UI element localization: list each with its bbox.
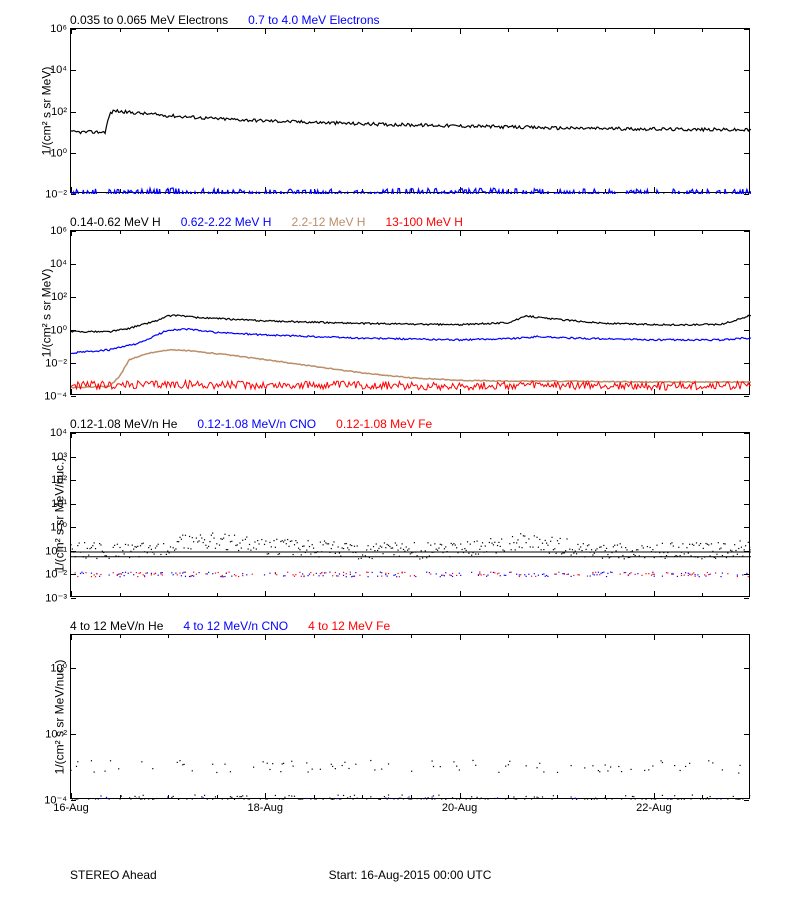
y-tick-label: 10⁰ xyxy=(50,324,71,337)
panel-1-plot xyxy=(71,231,751,396)
legend-item: 4 to 12 MeV/n He xyxy=(70,619,163,633)
y-axis-label: 1/(cm² s sr MeV/nuc.) xyxy=(52,659,66,774)
series-elec-low xyxy=(71,110,751,134)
y-tick-label: 10⁰ xyxy=(50,146,71,159)
legend-item: 4 to 12 MeV/n CNO xyxy=(183,619,288,633)
x-tick-label: 18-Aug xyxy=(248,798,283,814)
panel-2: 10⁻³10⁻²10⁻¹10⁰10¹10²10³10⁴ xyxy=(70,432,750,597)
footer-center: Start: 16-Aug-2015 00:00 UTC xyxy=(329,868,492,882)
panel-0: 10⁻²10⁰10²10⁴10⁶ xyxy=(70,28,750,193)
x-tick-label: 20-Aug xyxy=(442,798,477,814)
y-tick-label: 10² xyxy=(51,106,71,118)
panel-0-plot xyxy=(71,29,751,194)
legend-item: 0.035 to 0.065 MeV Electrons xyxy=(70,13,228,27)
y-axis-label: 1/(cm² s sr MeV) xyxy=(39,66,53,155)
y-tick-label: 10⁶ xyxy=(50,23,71,35)
footer: STEREO Ahead Start: 16-Aug-2015 00:00 UT… xyxy=(70,868,750,882)
y-tick-label: 10⁴ xyxy=(50,427,71,439)
y-tick-label: 10⁻² xyxy=(45,357,71,370)
legend-item: 0.12-1.08 MeV/n He xyxy=(70,417,177,431)
y-axis-label: 1/(cm² s sr MeV/nuc.) xyxy=(52,457,66,572)
y-tick-label: 10⁶ xyxy=(50,225,71,237)
panel-3-plot xyxy=(71,635,751,800)
panel-3-legend: 4 to 12 MeV/n He 4 to 12 MeV/n CNO 4 to 12… xyxy=(70,619,750,633)
legend-item: 0.12-1.08 MeV/n CNO xyxy=(197,417,316,431)
panel-3: 10⁻⁴10⁻²10⁰16-Aug18-Aug20-Aug22-Aug xyxy=(70,634,750,799)
y-tick-label: 10² xyxy=(51,291,71,303)
footer-left: STEREO Ahead xyxy=(70,868,157,882)
legend-item: 2.2-12 MeV H xyxy=(291,215,365,229)
legend-item: 13-100 MeV H xyxy=(385,215,462,229)
y-tick-label: 10⁻³ xyxy=(45,592,71,605)
legend-item: 4 to 12 MeV Fe xyxy=(308,619,390,633)
x-tick-label: 22-Aug xyxy=(636,798,671,814)
series-H-1 xyxy=(71,315,751,333)
panel-2-legend: 0.12-1.08 MeV/n He 0.12-1.08 MeV/n CNO 0.1… xyxy=(70,417,750,431)
panel-1: 10⁻⁴10⁻²10⁰10²10⁴10⁶ xyxy=(70,230,750,395)
legend-item: 0.7 to 4.0 MeV Electrons xyxy=(248,13,379,27)
y-tick-label: 10⁻² xyxy=(45,188,71,201)
x-tick-label: 16-Aug xyxy=(53,798,88,814)
legend-item: 0.12-1.08 MeV Fe xyxy=(336,417,432,431)
series-elec-high xyxy=(71,188,751,194)
y-tick-label: 10⁻⁴ xyxy=(44,390,71,403)
panel-1-legend: 0.14-0.62 MeV H 0.62-2.22 MeV H 2.2-12 MeV… xyxy=(70,215,750,229)
legend-item: 0.14-0.62 MeV H xyxy=(70,215,161,229)
legend-item: 0.62-2.22 MeV H xyxy=(181,215,272,229)
figure: { "geometry": { "width": 800, "height": … xyxy=(0,0,800,900)
panel-2-plot xyxy=(71,433,751,598)
panel-0-legend: 0.035 to 0.065 MeV Electrons 0.7 to 4.0 M… xyxy=(70,13,750,27)
y-axis-label: 1/(cm² s sr MeV) xyxy=(39,268,53,357)
